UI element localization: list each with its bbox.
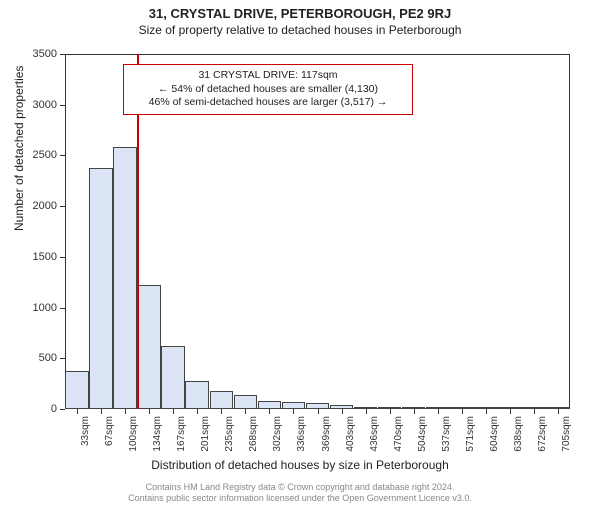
x-tick-mark xyxy=(486,409,487,414)
x-tick-label: 436sqm xyxy=(369,416,380,452)
x-tick-mark xyxy=(510,409,511,414)
x-tick-label: 235sqm xyxy=(224,416,235,452)
x-tick-mark xyxy=(173,409,174,414)
x-tick-mark xyxy=(125,409,126,414)
x-tick-mark xyxy=(245,409,246,414)
y-tick-label: 500 xyxy=(17,352,57,364)
footer-line-2: Contains public sector information licen… xyxy=(0,493,600,504)
x-tick-label: 504sqm xyxy=(417,416,428,452)
x-tick-mark xyxy=(534,409,535,414)
callout-line-3: 46% of semi-detached houses are larger (… xyxy=(130,96,406,110)
x-tick-mark xyxy=(197,409,198,414)
y-tick-mark xyxy=(60,308,65,309)
x-tick-label: 470sqm xyxy=(393,416,404,452)
x-tick-label: 100sqm xyxy=(128,416,139,452)
bar xyxy=(258,401,282,409)
x-tick-label: 67sqm xyxy=(104,416,115,446)
y-tick-mark xyxy=(60,358,65,359)
bar xyxy=(65,371,89,409)
footer-attribution: Contains HM Land Registry data © Crown c… xyxy=(0,482,600,504)
callout-line-2: ← 54% of detached houses are smaller (4,… xyxy=(130,83,406,97)
bar xyxy=(89,168,113,409)
bar xyxy=(185,381,209,409)
x-tick-mark xyxy=(462,409,463,414)
x-tick-label: 571sqm xyxy=(465,416,476,452)
y-tick-mark xyxy=(60,257,65,258)
page-subtitle: Size of property relative to detached ho… xyxy=(0,23,600,37)
page-title: 31, CRYSTAL DRIVE, PETERBOROUGH, PE2 9RJ xyxy=(0,6,600,21)
x-tick-label: 33sqm xyxy=(80,416,91,446)
x-tick-mark xyxy=(269,409,270,414)
axis-border xyxy=(65,54,570,55)
y-tick-label: 1500 xyxy=(17,251,57,263)
y-tick-mark xyxy=(60,105,65,106)
y-tick-mark xyxy=(60,54,65,55)
x-tick-mark xyxy=(438,409,439,414)
x-tick-mark xyxy=(366,409,367,414)
x-tick-mark xyxy=(77,409,78,414)
x-tick-mark xyxy=(149,409,150,414)
axis-border xyxy=(569,54,570,409)
x-tick-label: 302sqm xyxy=(272,416,283,452)
bar xyxy=(113,147,137,409)
x-tick-label: 604sqm xyxy=(489,416,500,452)
x-tick-label: 167sqm xyxy=(176,416,187,452)
footer-line-1: Contains HM Land Registry data © Crown c… xyxy=(0,482,600,493)
callout-box: 31 CRYSTAL DRIVE: 117sqm← 54% of detache… xyxy=(123,64,413,115)
x-tick-label: 403sqm xyxy=(345,416,356,452)
x-tick-label: 336sqm xyxy=(296,416,307,452)
y-tick-mark xyxy=(60,409,65,410)
x-tick-label: 672sqm xyxy=(537,416,548,452)
x-tick-label: 268sqm xyxy=(248,416,259,452)
y-tick-mark xyxy=(60,155,65,156)
plot-region: 050010001500200025003000350033sqm67sqm10… xyxy=(65,54,570,409)
bar xyxy=(282,402,306,409)
bar xyxy=(161,346,185,409)
y-tick-label: 2000 xyxy=(17,200,57,212)
x-tick-mark xyxy=(318,409,319,414)
axis-border xyxy=(65,54,66,409)
x-tick-label: 369sqm xyxy=(321,416,332,452)
y-tick-label: 2500 xyxy=(17,149,57,161)
x-tick-mark xyxy=(558,409,559,414)
x-tick-mark xyxy=(293,409,294,414)
x-tick-mark xyxy=(342,409,343,414)
y-tick-mark xyxy=(60,206,65,207)
y-tick-label: 0 xyxy=(17,403,57,415)
bar xyxy=(234,395,258,409)
x-tick-mark xyxy=(414,409,415,414)
x-tick-mark xyxy=(221,409,222,414)
x-tick-label: 705sqm xyxy=(561,416,572,452)
y-tick-label: 1000 xyxy=(17,302,57,314)
y-tick-label: 3500 xyxy=(17,48,57,60)
chart-area: 050010001500200025003000350033sqm67sqm10… xyxy=(65,54,570,409)
x-tick-label: 201sqm xyxy=(200,416,211,452)
x-tick-label: 638sqm xyxy=(513,416,524,452)
x-tick-mark xyxy=(390,409,391,414)
x-tick-mark xyxy=(101,409,102,414)
x-tick-label: 134sqm xyxy=(152,416,163,452)
y-tick-label: 3000 xyxy=(17,99,57,111)
bar xyxy=(137,285,161,409)
x-tick-label: 537sqm xyxy=(441,416,452,452)
bar xyxy=(210,391,234,409)
x-axis-label: Distribution of detached houses by size … xyxy=(0,458,600,472)
callout-line-1: 31 CRYSTAL DRIVE: 117sqm xyxy=(130,69,406,83)
